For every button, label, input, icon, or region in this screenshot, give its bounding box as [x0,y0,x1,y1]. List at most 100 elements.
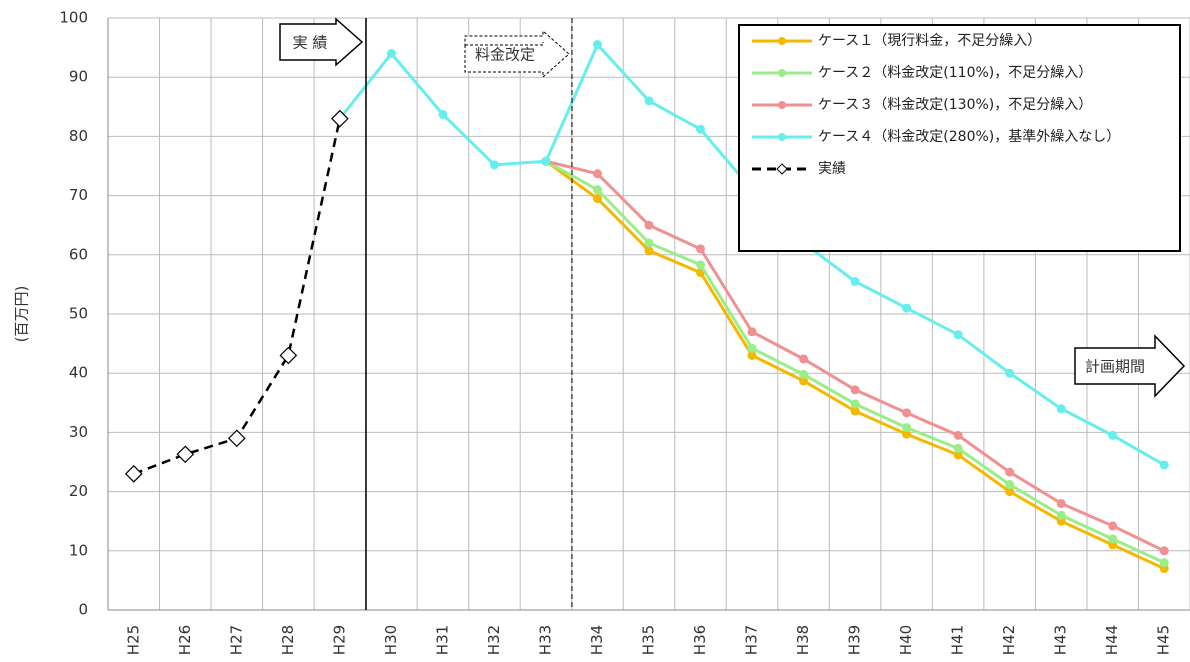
arrow [464,29,570,79]
x-tick-label: H30 [382,625,400,655]
legend-swatch [752,101,812,109]
legend-item: ケース３（料金改定(130%)，不足分繰入） [748,96,1173,114]
marker [953,450,963,460]
marker [902,429,912,439]
marker [1005,479,1015,489]
marker [1005,467,1015,477]
legend-label: ケース２（料金改定(110%)，不足分繰入） [818,65,1093,81]
x-tick-label: H37 [743,625,761,655]
legend-item: ケース２（料金改定(110%)，不足分繰入） [748,64,1173,82]
y-tick-label: 0 [78,601,88,619]
marker [953,330,963,340]
marker [850,276,860,286]
marker [644,246,654,256]
marker [1056,498,1066,508]
marker [227,429,246,448]
marker [438,109,448,119]
marker [696,244,706,254]
legend-marker [778,133,786,141]
marker [1108,534,1118,544]
x-tick-label: H32 [485,625,503,655]
legend-marker [778,37,786,45]
x-tick-label: H27 [227,625,245,655]
y-axis-label: (百万円) [13,286,31,343]
marker [1056,510,1066,520]
marker [1159,558,1169,568]
marker [279,346,298,365]
x-tick-label: H29 [330,625,348,655]
legend-label: 実績 [818,161,846,177]
legend: ケース１（現行料金，不足分繰入） ケース２（料金改定(110%)，不足分繰入） ケー… [738,24,1181,252]
legend-item: 実績 [748,160,1173,178]
marker [747,350,757,360]
legend-swatch [752,37,812,45]
marker [902,423,912,433]
x-tick-label: H39 [846,625,864,655]
x-tick-label: H31 [433,625,451,655]
marker [592,194,602,204]
legend-marker [778,69,786,77]
marker [489,160,499,170]
annotation: 計画期間 [1085,358,1145,376]
x-tick-label: H26 [176,625,194,655]
x-tick-label: H28 [279,625,297,655]
arrow [279,17,364,67]
legend-label: ケース３（料金改定(130%)，不足分繰入） [818,97,1093,113]
series-line [133,118,342,476]
marker [592,169,602,179]
legend-swatch [752,69,812,77]
x-tick-label: H34 [588,625,606,655]
marker [386,49,396,59]
y-tick-label: 30 [69,423,88,441]
marker [850,399,860,409]
y-tick-label: 70 [69,186,88,204]
marker [953,430,963,440]
marker [1005,368,1015,378]
marker [331,109,349,128]
legend-label: ケース１（現行料金，不足分繰入） [818,33,1042,49]
marker [850,406,860,416]
marker [953,443,963,453]
arrow [1074,334,1186,398]
marker [1005,487,1015,497]
marker [592,40,602,50]
x-tick-label: H42 [1000,625,1018,655]
marker [1159,460,1169,470]
marker [747,343,757,353]
y-tick-label: 20 [69,482,88,500]
annotation: 料金改定 [475,46,535,64]
x-tick-label: H38 [794,625,812,655]
marker [696,124,706,134]
marker [799,354,809,364]
y-tick-label: 40 [69,364,88,382]
legend-marker [776,163,788,175]
x-tick-label: H33 [536,625,554,655]
marker [1108,521,1118,531]
y-tick-label: 90 [69,68,88,86]
x-tick-label: H41 [949,625,967,655]
marker [902,408,912,418]
marker [644,238,654,248]
marker [176,445,195,464]
legend-marker [778,101,786,109]
y-tick-label: 10 [69,541,88,559]
y-tick-label: 80 [69,127,88,145]
x-tick-label: H45 [1155,625,1173,655]
legend-swatch [752,163,812,175]
annotation: 実 績 [293,34,328,52]
y-tick-label: 50 [69,305,88,323]
marker [592,185,602,195]
legend-label: ケース４（料金改定(280%)，基準外繰入なし） [818,129,1121,145]
marker [850,385,860,395]
marker [1108,430,1118,440]
legend-item: ケース４（料金改定(280%)，基準外繰入なし） [748,128,1173,146]
marker [747,327,757,337]
legend-item: ケース１（現行料金，不足分繰入） [748,32,1173,50]
marker [644,96,654,106]
x-tick-label: H43 [1052,625,1070,655]
marker [644,220,654,230]
x-tick-label: H25 [124,625,142,655]
y-tick-label: 100 [59,9,88,27]
